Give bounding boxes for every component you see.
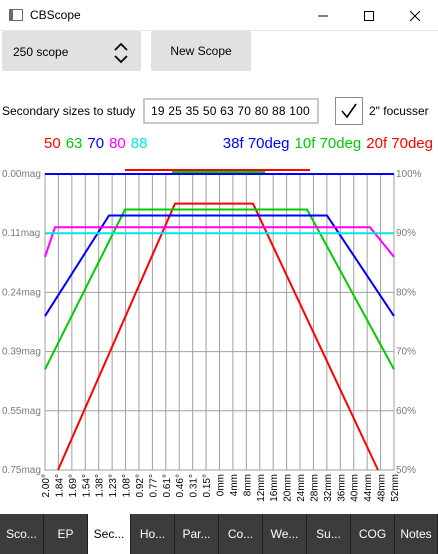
y-left-tick-label: 0.55mag xyxy=(2,406,41,417)
new-scope-button[interactable]: New Scope xyxy=(151,31,251,71)
x-tick-label: 20mm xyxy=(283,474,294,502)
focusser-label: 2" focusser xyxy=(369,104,429,118)
legend-secondary-sizes: 50 63 70 80 88 xyxy=(44,135,147,152)
tab-par[interactable]: Par... xyxy=(175,514,219,554)
series-line xyxy=(44,226,395,258)
x-tick-label: 40mm xyxy=(350,474,361,502)
y-right-tick-label: 80% xyxy=(396,287,416,298)
tab-bar: Sco... EP Sec... Ho... Par... Co... We... Su...… xyxy=(0,514,438,554)
series-line xyxy=(44,208,395,370)
y-left-tick-label: 0.24mag xyxy=(2,287,41,298)
y-right-tick-label: 90% xyxy=(396,228,416,239)
tab-we[interactable]: We... xyxy=(263,514,307,554)
title-bar: CBScope xyxy=(0,0,438,31)
scope-select[interactable]: 250 scope xyxy=(2,31,141,71)
x-tick-label: 24mm xyxy=(296,474,307,502)
tab-notes[interactable]: Notes xyxy=(395,514,438,554)
y-left-tick-label: 0.11mag xyxy=(2,228,40,239)
x-tick-label: 44mm xyxy=(363,474,374,502)
x-tick-label: 12mm xyxy=(256,474,267,502)
tab-sco[interactable]: Sco... xyxy=(0,514,44,554)
y-left-tick-label: 0.39mag xyxy=(2,347,41,358)
x-tick-label: 52mm xyxy=(390,474,401,502)
tab-ho[interactable]: Ho... xyxy=(131,514,175,554)
tab-co[interactable]: Co... xyxy=(219,514,263,554)
app-icon xyxy=(9,9,23,21)
x-tick-label: 8mm xyxy=(242,474,253,496)
x-tick-label: 0mm xyxy=(216,474,227,496)
x-tick-label: 4mm xyxy=(229,474,240,496)
tab-cog[interactable]: COG xyxy=(351,514,395,554)
legend-size-2: 70 xyxy=(87,135,105,152)
y-right-tick-label: 100% xyxy=(396,169,422,180)
x-tick-label: 32mm xyxy=(323,474,334,502)
x-tick-label: 48mm xyxy=(377,474,388,502)
illumination-chart: 0.00mag 0.11mag 0.24mag 0.39mag 0.55mag 0.75m… xyxy=(2,169,422,502)
x-tick-label: 1.84° xyxy=(54,474,65,497)
window-title: CBScope xyxy=(30,8,81,22)
x-tick-label: 1.23° xyxy=(108,474,119,497)
tab-ep[interactable]: EP xyxy=(44,514,88,554)
legend-field-stop-0: 38f 70deg xyxy=(222,135,290,152)
legend-size-1: 63 xyxy=(65,135,83,152)
legend-field-stops: 38f 70deg 10f 70deg 20f 70deg xyxy=(223,135,433,152)
x-tick-label: 2.00° xyxy=(41,474,52,497)
series-line xyxy=(44,214,395,317)
y-left-tick-label: 0.75mag xyxy=(2,465,41,476)
series-line xyxy=(57,202,379,471)
y-right-tick-label: 60% xyxy=(396,406,416,417)
x-tick-label: 0.15° xyxy=(202,474,213,497)
x-tick-label: 1.69° xyxy=(68,474,79,497)
x-tick-label: 0.31° xyxy=(189,474,200,497)
x-tick-label: 0.61° xyxy=(162,474,173,497)
x-tick-label: 0.77° xyxy=(148,474,159,497)
secondary-sizes-input[interactable]: 19 25 35 50 63 70 80 88 100 xyxy=(143,98,319,124)
y-left-tick-label: 0.00mag xyxy=(2,169,41,180)
x-tick-label: 1.08° xyxy=(122,474,133,497)
x-tick-label: 0.92° xyxy=(135,474,146,497)
x-tick-label: 1.38° xyxy=(95,474,106,497)
x-tick-label: 36mm xyxy=(336,474,347,502)
close-button[interactable] xyxy=(392,0,438,31)
minimize-button[interactable] xyxy=(300,0,346,31)
legend-size-4: 88 xyxy=(130,135,148,152)
secondary-sizes-label: Secondary sizes to study xyxy=(2,104,136,118)
focusser-checkbox[interactable] xyxy=(335,97,363,125)
y-right-tick-label: 50% xyxy=(396,465,416,476)
close-icon xyxy=(410,10,420,21)
x-tick-label: 1.54° xyxy=(81,474,92,497)
legend-field-stop-1: 10f 70deg xyxy=(294,135,362,152)
maximize-button[interactable] xyxy=(346,0,392,31)
tab-sec[interactable]: Sec... xyxy=(88,514,131,554)
x-tick-label: 16mm xyxy=(269,474,280,502)
x-tick-label: 0.46° xyxy=(175,474,186,497)
legend-size-0: 50 xyxy=(44,135,61,152)
y-right-tick-label: 70% xyxy=(396,347,416,358)
minimize-icon xyxy=(318,15,328,16)
scope-select-value: 250 scope xyxy=(13,45,69,59)
checkmark-icon xyxy=(341,103,357,119)
legend-field-stop-2: 20f 70deg xyxy=(366,135,433,152)
x-tick-label: 28mm xyxy=(309,474,320,502)
maximize-icon xyxy=(364,10,374,21)
tab-su[interactable]: Su... xyxy=(307,514,351,554)
up-down-chevron-icon xyxy=(114,42,128,64)
legend-size-3: 80 xyxy=(109,135,126,152)
